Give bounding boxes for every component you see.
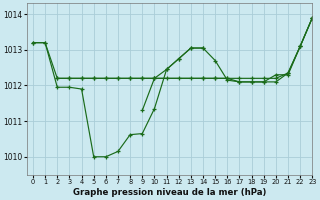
X-axis label: Graphe pression niveau de la mer (hPa): Graphe pression niveau de la mer (hPa) — [73, 188, 266, 197]
